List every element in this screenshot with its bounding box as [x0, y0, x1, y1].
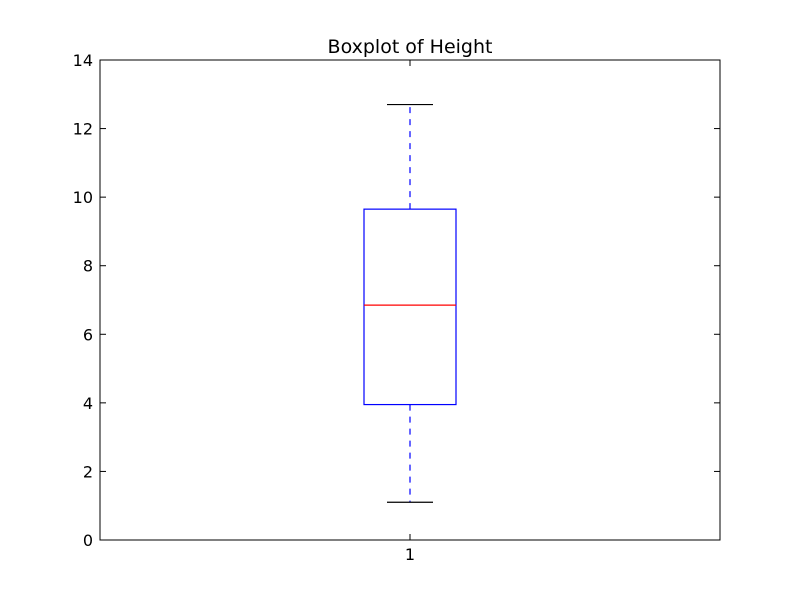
y-tick-label: 6: [83, 325, 93, 344]
y-tick-label: 12: [73, 120, 93, 139]
box-iqr: [363, 208, 457, 406]
y-tick-label: 10: [73, 188, 93, 207]
x-tick-label: 1: [405, 545, 415, 564]
y-tick-label: 14: [73, 51, 93, 70]
y-tick-label: 2: [83, 462, 93, 481]
plot-area: 0 2 4 6 8 10 12 14 1: [73, 51, 721, 564]
y-tick-label: 8: [83, 257, 93, 276]
y-tick-label: 0: [83, 531, 93, 550]
chart-title: Boxplot of Height: [328, 36, 493, 58]
y-tick-label: 4: [83, 394, 93, 413]
